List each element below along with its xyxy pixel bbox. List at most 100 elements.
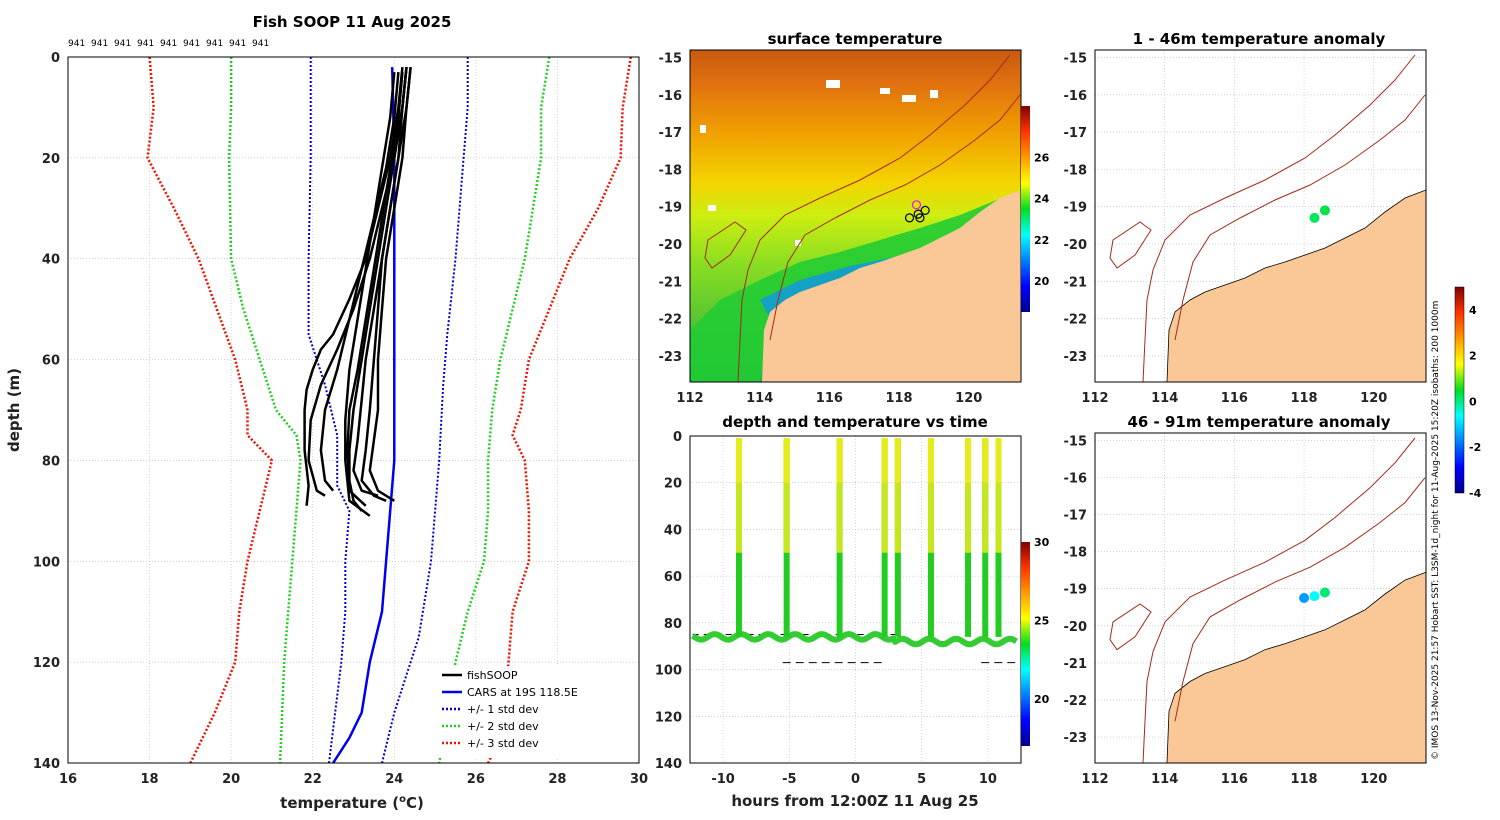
dt-colorbar [1021, 542, 1030, 746]
anomB-x-ticks: 112 114 116 118 120 [1081, 772, 1387, 787]
sst-colorbar-tick: 24 [1034, 193, 1050, 206]
profile-top-label: 941 [206, 39, 223, 49]
dt-colorbar-tick: 30 [1034, 536, 1050, 549]
map-x-tick-label: 114 [1151, 391, 1178, 406]
map-y-tick-label: -17 [1064, 126, 1088, 141]
profile-top-label: 941 [183, 39, 200, 49]
map-y-tick-label: -22 [1064, 694, 1088, 709]
anomB-y-ticks: -15 -16 -17 -18 -19 -20 -21 -22 -23 [1064, 434, 1088, 746]
anomaly-1-46-panel: 1 - 46m temperature anomaly 112 114 116 118… [1064, 30, 1427, 406]
map-y-tick-label: -21 [659, 275, 683, 290]
std3-high-line [486, 56, 633, 764]
map-y-tick-label: -21 [1064, 657, 1088, 672]
profile-y-ticks: 0 20 40 60 80 100 120 140 [33, 51, 60, 772]
anomaly-colorbar-tick: 2 [1469, 350, 1477, 363]
dt-x-label: hours from 12:00Z 11 Aug 25 [731, 792, 978, 810]
map-x-tick-label: 116 [816, 391, 843, 406]
dt-y-tick-label: 20 [664, 477, 682, 492]
profile-x-tick-label: 26 [467, 772, 485, 787]
anom-frame [1094, 49, 1427, 383]
anomaly-colorbar-tick: 4 [1469, 304, 1477, 317]
anom-land [1166, 571, 1426, 763]
std2-low-line [227, 57, 302, 764]
map-y-tick-label: -17 [1064, 509, 1088, 524]
dt-x-tick-label: 5 [917, 772, 926, 787]
dt-y-tick-label: 0 [673, 430, 682, 445]
profile-x-ticks: 16 18 20 22 24 26 28 30 [59, 772, 648, 787]
profile-x-tick-label: 24 [385, 772, 403, 787]
map-y-tick-label: -16 [1064, 89, 1088, 104]
sst-map-image [690, 50, 1021, 382]
legend-cars: CARS at 19S 118.5E [467, 686, 578, 699]
dt-y-tick-label: 60 [664, 570, 682, 585]
dt-y-tick-label: 140 [655, 757, 682, 772]
anom-isobath-1000 [1142, 54, 1416, 382]
profile-y-tick-label: 140 [33, 757, 60, 772]
map-x-tick-label: 118 [1290, 772, 1317, 787]
map-y-tick-label: -18 [1064, 546, 1088, 561]
sst-colorbar-ticks: 20 22 24 26 [1034, 152, 1050, 289]
dt-x-tick-label: 0 [851, 772, 860, 787]
sst-colorbar-tick: 26 [1034, 152, 1050, 165]
sst-isobath-1000 [737, 54, 1011, 382]
anom-island-outline [1109, 603, 1152, 651]
dt-y-tick-label: 100 [655, 664, 682, 679]
map-x-tick-label: 112 [1081, 772, 1108, 787]
legend-box [436, 666, 636, 758]
sst-x-ticks: 112 114 116 118 120 [676, 391, 982, 406]
sst-observations [904, 200, 930, 223]
fishsoop-profile-line [319, 71, 400, 492]
map-y-tick-label: -23 [1064, 350, 1088, 365]
anomB-title: 46 - 91m temperature anomaly [1127, 413, 1390, 431]
anom-point [1299, 593, 1310, 603]
profile-lines [146, 56, 633, 764]
sst-cool-band [690, 190, 1021, 382]
anom-map-body [1095, 50, 1426, 382]
anomaly-46-91-panel: 46 - 91m temperature anomaly 112 114 116 11… [1064, 413, 1427, 787]
fishsoop-profile-line [368, 66, 412, 502]
profile-y-tick-label: 20 [42, 152, 60, 167]
anomaly-colorbar-tick: -2 [1469, 441, 1481, 454]
map-y-tick-label: -19 [659, 201, 683, 216]
map-y-tick-label: -23 [1064, 731, 1088, 746]
x-label-unit: C) [406, 794, 424, 812]
sst-colorbar-tick: 22 [1034, 234, 1049, 247]
sst-y-ticks: -15 -16 -17 -18 -19 -20 -21 -22 -23 [659, 51, 683, 364]
anom-point [1319, 205, 1330, 216]
map-y-tick-label: -22 [1064, 313, 1088, 328]
dt-x-tick-label: -5 [782, 772, 796, 787]
profile-x-tick-label: 30 [630, 772, 648, 787]
map-x-tick-label: 112 [1081, 391, 1108, 406]
map-x-tick-label: 116 [1221, 772, 1248, 787]
map-x-tick-label: 116 [1221, 391, 1248, 406]
dt-y-tick-label: 80 [664, 617, 682, 632]
profile-top-label: 941 [91, 39, 108, 49]
fishsoop-profile-line [360, 66, 408, 502]
profile-y-tick-label: 40 [42, 253, 60, 268]
anom-isobath-1000 [1142, 437, 1416, 763]
dt-x-tick-label: -10 [711, 772, 735, 787]
map-x-tick-label: 120 [1360, 391, 1387, 406]
map-y-tick-label: -17 [659, 126, 683, 141]
dt-x-tick-label: 10 [979, 772, 997, 787]
sst-land [762, 190, 1021, 382]
profile-y-tick-label: 80 [42, 454, 60, 469]
map-y-tick-label: -19 [1064, 583, 1088, 598]
map-y-tick-label: -15 [1064, 51, 1088, 66]
profile-x-label: temperature (oC) [280, 794, 424, 812]
sst-observation-marker [920, 205, 930, 216]
dt-bottom-track [690, 631, 1018, 648]
sst-observation-marker [904, 213, 915, 223]
profile-y-tick-label: 0 [51, 51, 60, 66]
anom-island-outline [1109, 221, 1152, 269]
profile-top-label: 941 [114, 39, 131, 49]
map-y-tick-label: -21 [1064, 275, 1088, 290]
profile-x-tick-label: 20 [222, 772, 240, 787]
dt-data [690, 435, 1021, 764]
dt-x-ticks: -10 -5 0 5 10 [711, 772, 997, 787]
x-label-main: temperature ( [280, 794, 399, 812]
dt-title: depth and temperature vs time [722, 413, 988, 431]
map-y-tick-label: -20 [1064, 238, 1088, 253]
profile-top-label: 941 [252, 39, 269, 49]
std3-low-line [146, 56, 274, 764]
